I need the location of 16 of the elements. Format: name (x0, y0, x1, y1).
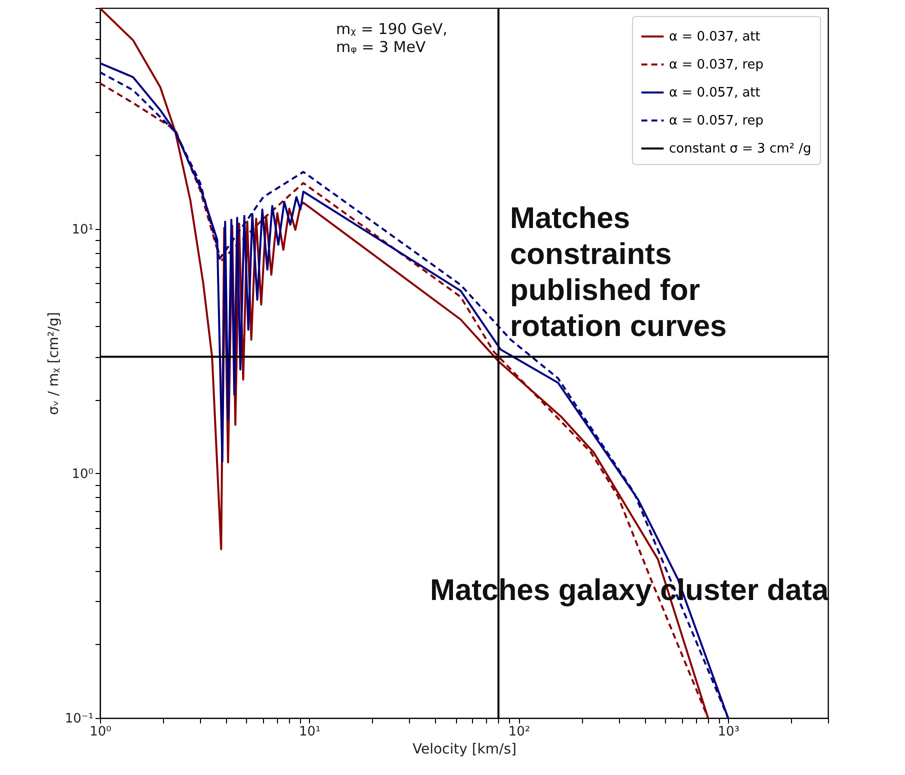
legend-label: constant σ = 3 cm² /g (669, 142, 812, 156)
legend-label: α = 0.057, att (669, 86, 760, 100)
legend-label: α = 0.037, att (669, 30, 760, 44)
x-tick-label: 10³ (718, 724, 740, 740)
x-axis-title: Velocity [km/s] (412, 742, 517, 758)
x-tick-label: 10⁰ (90, 724, 112, 740)
y-tick-label: 10¹ (72, 222, 94, 238)
x-tick-label: 10² (508, 724, 530, 740)
x-tick-label: 10¹ (298, 724, 321, 740)
legend-label: α = 0.057, rep (669, 114, 764, 128)
annotation: mᵪ = 190 GeV, mᵩ = 3 MeV (336, 20, 448, 56)
y-tick-label: 10⁻¹ (64, 712, 94, 726)
annotation: Matches constraints published for rotation curves (510, 202, 727, 343)
y-tick-label: 10⁰ (72, 466, 94, 482)
y-axis-title: σᵥ / mᵪ [cm²/g] (46, 312, 62, 415)
legend-label: α = 0.037, rep (669, 58, 764, 72)
